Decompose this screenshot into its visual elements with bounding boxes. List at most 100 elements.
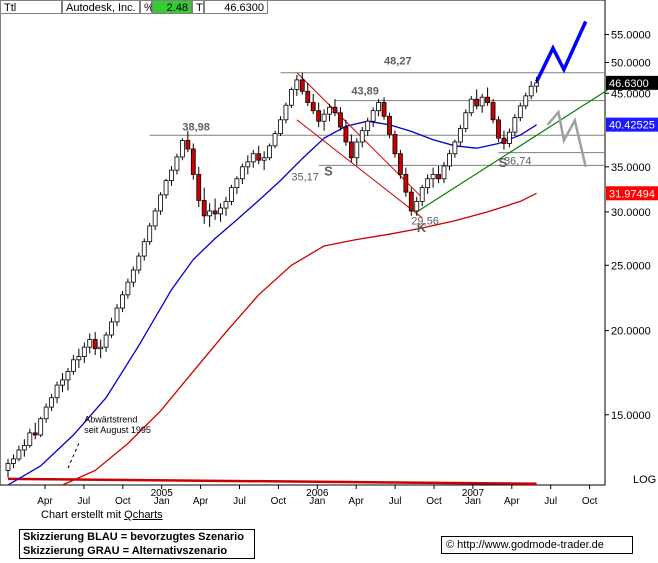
candle-body [370,110,376,122]
candle-body [321,113,327,122]
company-name: Autodesk, Inc. [62,0,140,14]
candle-body [239,166,245,180]
candle-body [506,131,512,144]
candle-body [229,187,234,202]
candle-body [245,161,251,168]
x-tick-label: Jul [233,496,246,507]
indicator-lines [7,20,608,486]
candle-body [517,105,523,119]
candle-body [272,133,278,147]
price-tag-box [606,186,658,201]
candle-body [278,119,283,135]
source-link[interactable]: © http://www.godmode-trader.de [441,536,633,554]
long-downtrend-line [7,477,537,486]
x-tick-label: Apr [37,496,53,507]
pct-change: 2.48 [152,0,192,14]
candle-body [49,397,54,408]
candle-body [120,294,125,309]
level-label: 29,56 [411,215,439,227]
candle-body [348,141,354,159]
candle-body [534,82,540,87]
candle-body [218,207,223,215]
pct-label: % [140,0,154,14]
candle-body [397,153,403,175]
ticker-code: Ttl [0,0,62,14]
candle-body [92,339,98,350]
candle-body [316,110,322,122]
trend-channel-bottom [296,119,423,219]
candle-body [147,225,153,243]
candle-body [27,432,33,447]
candle-body [141,241,147,257]
y-tick-label: 55.0000 [611,30,651,42]
candle-body [234,178,240,189]
candle-body [152,210,158,227]
x-tick-label: Jan [465,496,481,507]
candle-body [310,102,316,112]
annotation-left-shoulder: S [324,163,333,178]
x-tick-label: Oct [426,496,442,507]
level-label: 43,89 [351,86,379,98]
x-tick-label: Oct [582,496,598,507]
candle-body [419,187,425,202]
candle-body [16,449,22,460]
candle-body [212,210,218,215]
candle-body [261,157,267,161]
candle-body [474,98,480,107]
price-tag-box [606,75,658,90]
trend-channel-top [296,72,423,199]
candle-body [158,194,164,212]
trend-note-arrow [67,443,80,469]
scale-label: LOG [633,474,656,486]
candle-body [163,180,169,196]
legend-blue: Skizzierung BLAU = bevorzugtes Szenario [23,531,244,543]
candle-body [288,88,294,106]
annotations: 48,27 43,89 38,98 35,17 36,74 29,56 S K S Abwärts… [67,56,531,469]
candle-body [98,346,104,350]
candle-body [196,174,202,201]
candle-body [207,210,213,217]
qcharts-link[interactable]: Qcharts [124,509,163,521]
price-tags: 46.6300 40.42525 31.97494 [606,75,658,201]
price-tag-label: 31.97494 [609,188,655,200]
last-price: 46.6300 [204,0,268,14]
y-tick-label: 50.0000 [611,57,651,69]
candle-body [490,102,496,121]
candle-body [21,445,27,451]
candle-body [201,200,207,217]
candle-body [223,200,229,209]
candle-body [76,356,82,361]
candle-body [305,90,311,103]
candle-body [299,79,305,92]
candle-body [256,153,262,161]
candle-body [452,141,458,155]
candle-body [169,169,174,181]
moving-average-200 [62,192,537,486]
candle-body [338,112,343,128]
candle-body [250,153,256,163]
scenario-grey [546,109,587,168]
candle-body [60,379,65,386]
x-tick-label: Jan [309,496,325,507]
candle-body [441,165,447,180]
candle-body [425,178,431,189]
x-tick-label: Apr [348,496,364,507]
candle-body [332,106,338,114]
candle-body [87,339,93,348]
candle-body [185,140,191,150]
candle-body [343,126,349,143]
y-axis: 55.0000 50.0000 45.0000 35.0000 30.0000 25.00… [605,30,656,486]
scenario-legend: Skizzierung BLAU = bevorzugtes Szenario … [19,529,255,559]
candle-body [376,102,382,112]
price-tag-label: 40.42525 [609,120,655,132]
x-tick-label: Apr [504,496,520,507]
y-tick-label: 35.0000 [611,162,651,174]
candle-body [408,191,414,212]
candle-body [447,153,452,167]
candle-body [463,112,469,129]
candle-body [38,418,44,436]
annotation-trend-note-1: Abwärtstrend [84,415,137,425]
legend-grey: Skizzierung GRAU = Alternativszenario [23,545,228,557]
x-axis: Apr Jul Oct Jan Apr Jul Oct Jan Apr Jul Oct Jan Apr J… [37,485,598,507]
